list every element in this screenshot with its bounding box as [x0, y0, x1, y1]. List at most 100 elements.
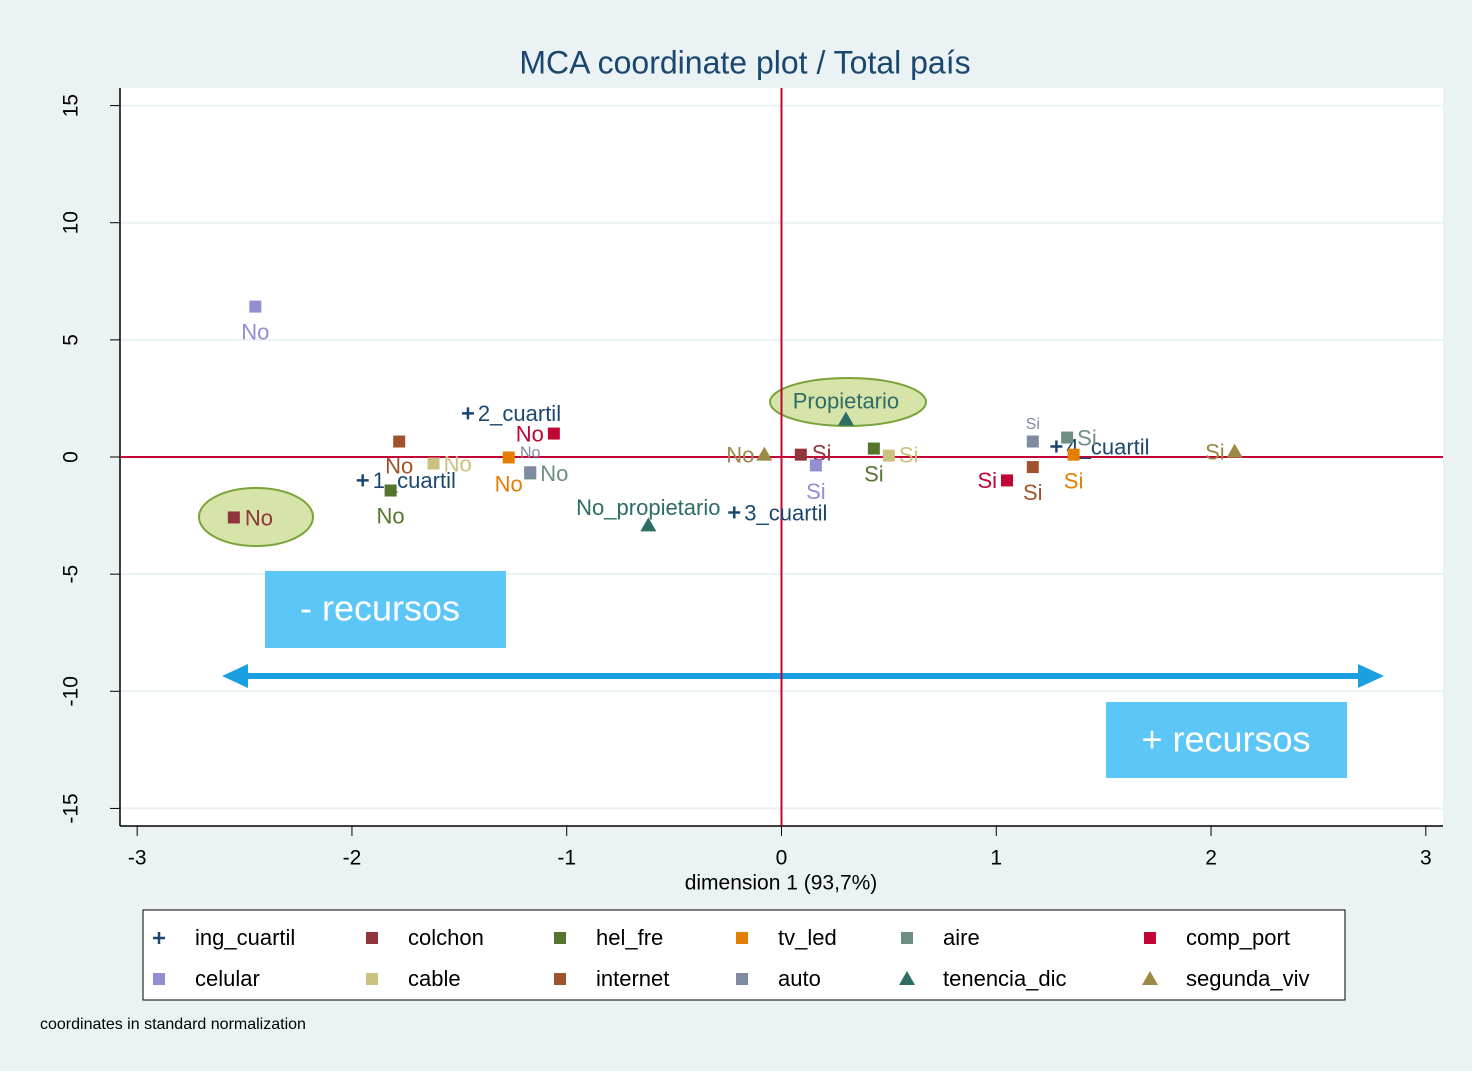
- y-tick-label: 0: [60, 451, 83, 463]
- point: [882, 449, 895, 462]
- legend-label: celular: [195, 966, 260, 991]
- x-tick-label: -1: [557, 847, 576, 870]
- point: [736, 932, 748, 944]
- legend-label: aire: [943, 925, 980, 950]
- point: [554, 973, 566, 985]
- legend-label: hel_fre: [596, 925, 663, 950]
- point: [249, 300, 262, 313]
- x-tick-label: 0: [776, 847, 788, 870]
- x-tick-label: -2: [343, 847, 362, 870]
- point: [1142, 971, 1158, 985]
- annotation-box: [265, 571, 506, 648]
- point-label: No: [520, 444, 541, 461]
- point-label: No: [385, 453, 413, 478]
- point: [427, 457, 440, 470]
- point-label: Si: [864, 461, 884, 486]
- point: [1001, 474, 1014, 487]
- point-label: No: [241, 319, 269, 344]
- point-label: Si: [899, 442, 919, 467]
- point: [1067, 448, 1080, 461]
- x-tick-label: 1: [990, 847, 1002, 870]
- point: [901, 932, 913, 944]
- point-label: No: [377, 503, 405, 528]
- point: [502, 451, 515, 464]
- point: [393, 435, 406, 448]
- point-label: Si: [1205, 439, 1225, 464]
- legend-label: colchon: [408, 925, 484, 950]
- point: [899, 971, 915, 985]
- point: [794, 448, 807, 461]
- point: [227, 511, 240, 524]
- point-label: No: [245, 505, 273, 530]
- highlight-ellipse: [769, 377, 927, 427]
- point-label: Si: [1023, 480, 1043, 505]
- point: [524, 466, 537, 479]
- y-tick-label: -10: [60, 676, 83, 706]
- point: [1226, 443, 1243, 458]
- legend: [142, 909, 1346, 1001]
- chart-title: MCA coordinate plot / Total país: [519, 44, 970, 80]
- point: [384, 484, 397, 497]
- annotation-box: [1106, 702, 1347, 778]
- point-label: No_propietario: [576, 495, 720, 520]
- legend-label: cable: [408, 966, 461, 991]
- point: [1050, 440, 1063, 453]
- y-tick-label: -5: [60, 565, 83, 584]
- point-label: Si: [1026, 416, 1040, 433]
- annotation: + recursos: [1141, 719, 1310, 760]
- point: [547, 427, 560, 440]
- point: [809, 459, 822, 472]
- point: [640, 517, 657, 532]
- x-tick-label: 3: [1420, 847, 1432, 870]
- note: coordinates in standard normalization: [40, 1016, 306, 1033]
- point-label: No: [540, 461, 568, 486]
- point-label: Si: [806, 479, 826, 504]
- point: [1026, 461, 1039, 474]
- x-axis-label: dimension 1 (93,7%): [685, 872, 878, 895]
- point: [1061, 431, 1074, 444]
- point: [153, 973, 165, 985]
- point-label: No: [726, 442, 754, 467]
- highlight-ellipse: [198, 487, 314, 547]
- point: [867, 442, 880, 455]
- x-tick-label: 2: [1205, 847, 1217, 870]
- point: [461, 407, 474, 420]
- annotation: - recursos: [300, 588, 460, 629]
- point: [837, 411, 854, 426]
- point: [756, 446, 773, 461]
- point-label: Si: [977, 468, 997, 493]
- legend-label: segunda_viv: [1186, 966, 1310, 991]
- point-label: Si: [1064, 468, 1084, 493]
- point: [356, 474, 369, 487]
- y-tick-label: 10: [60, 211, 83, 234]
- point-label: 2_cuartil: [478, 401, 561, 426]
- point-label: No: [495, 471, 523, 496]
- y-tick-label: 15: [60, 94, 83, 117]
- legend-label: auto: [778, 966, 821, 991]
- point: [1026, 435, 1039, 448]
- legend-label: ing_cuartil: [195, 925, 295, 950]
- point: [728, 506, 741, 519]
- legend-label: tenencia_dic: [943, 966, 1067, 991]
- arrow: [222, 664, 1384, 688]
- legend-label: internet: [596, 966, 669, 991]
- point-label: No: [516, 421, 544, 446]
- point-label: 3_cuartil: [744, 500, 827, 525]
- y-tick-label: 5: [60, 334, 83, 346]
- legend-label: comp_port: [1186, 925, 1290, 950]
- x-tick-label: -3: [128, 847, 147, 870]
- point-label: Si: [1077, 425, 1097, 450]
- point: [153, 932, 165, 944]
- point: [1144, 932, 1156, 944]
- point: [736, 973, 748, 985]
- point: [366, 973, 378, 985]
- point-label: Si: [812, 440, 832, 465]
- y-tick-label: -15: [60, 793, 83, 823]
- point: [554, 932, 566, 944]
- point-label: 4_cuartil: [1066, 434, 1149, 459]
- point: [366, 932, 378, 944]
- point-label: Propietario: [793, 388, 899, 413]
- point-label: No: [444, 451, 472, 476]
- legend-label: tv_led: [778, 925, 837, 950]
